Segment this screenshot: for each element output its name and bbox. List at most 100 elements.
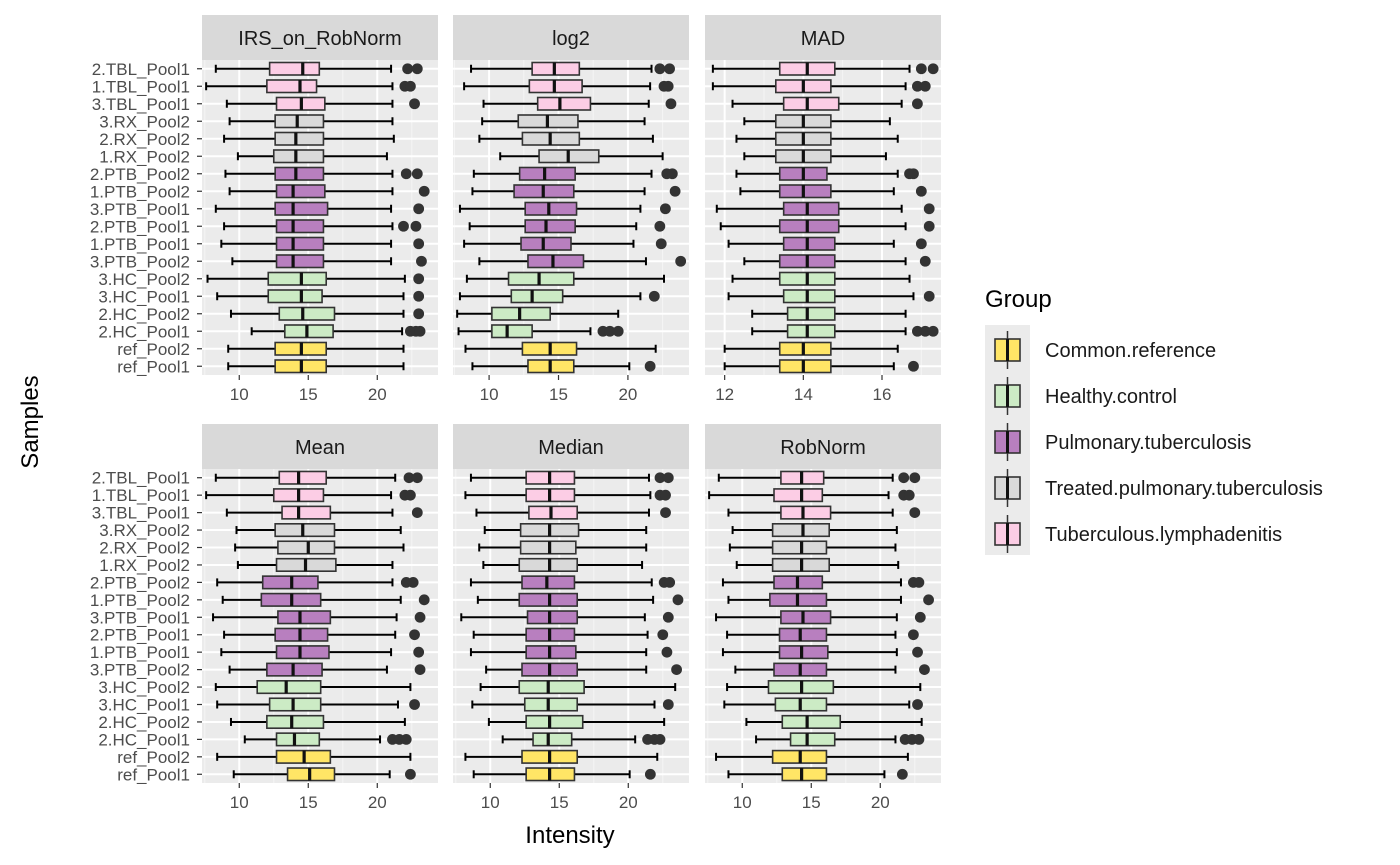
box-iqr <box>527 254 585 269</box>
outlier-point <box>411 472 423 484</box>
box-iqr <box>274 131 325 146</box>
panel-background <box>202 60 438 375</box>
outlier-point <box>915 63 927 75</box>
y-tick-label: 2.PTB_Pool1 <box>90 217 190 236</box>
box-3.TBL_Pool1 <box>225 96 420 111</box>
outlier-point <box>648 290 660 302</box>
outlier-point <box>414 325 426 337</box>
panel-strip <box>453 424 689 469</box>
y-axis-title: Samples <box>17 375 44 468</box>
panel-background <box>202 469 438 783</box>
box-2.RX_Pool2 <box>223 131 395 146</box>
panel-strip-title: MAD <box>801 28 845 50</box>
box-ref_Pool2 <box>227 341 405 356</box>
outlier-point <box>898 472 910 484</box>
outlier-point <box>923 290 935 302</box>
box-iqr <box>771 523 831 538</box>
box-1.PTB_Pool2 <box>221 592 430 607</box>
outlier-point <box>654 63 666 75</box>
panel-6: RobNorm 10 15 20 <box>705 424 941 812</box>
y-tick-label: 2.RX_Pool2 <box>99 539 190 558</box>
box-iqr <box>524 219 576 234</box>
box-1.PTB_Pool2 <box>471 184 681 199</box>
box-iqr <box>278 470 328 485</box>
box-iqr <box>275 645 330 660</box>
x-tick-label: 20 <box>368 385 387 404</box>
box-3.HC_Pool2 <box>726 680 922 695</box>
box-3.HC_Pool1 <box>727 289 935 304</box>
outlier-point <box>398 220 409 232</box>
box-iqr <box>518 166 576 181</box>
box-2.PTB_Pool1 <box>223 627 420 642</box>
box-2.TBL_Pool1 <box>469 470 674 485</box>
box-1.PTB_Pool2 <box>228 184 430 199</box>
box-ref_Pool2 <box>723 341 899 356</box>
x-axis-title: Intensity <box>525 822 614 849</box>
box-1.PTB_Pool2 <box>727 592 934 607</box>
outlier-point <box>660 507 671 519</box>
box-2.RX_Pool2 <box>234 540 405 555</box>
y-tick-label: 1.RX_Pool2 <box>99 147 190 166</box>
outlier-point <box>664 576 676 588</box>
y-tick-label: 2.HC_Pool2 <box>98 305 190 324</box>
box-3.TBL_Pool1 <box>731 96 923 111</box>
box-2.PTB_Pool1 <box>223 219 422 234</box>
box-2.PTB_Pool1 <box>726 627 919 642</box>
box-2.RX_Pool2 <box>728 540 897 555</box>
outlier-point <box>654 472 666 484</box>
x-tick-label: 15 <box>299 793 318 812</box>
box-3.RX_Pool2 <box>228 114 394 129</box>
x-tick-label: 10 <box>481 793 500 812</box>
outlier-point <box>644 360 656 372</box>
box-iqr <box>778 627 828 642</box>
box-iqr <box>278 306 336 321</box>
outlier-point <box>927 325 939 337</box>
box-iqr <box>528 505 579 520</box>
box-2.PTB_Pool2 <box>216 575 419 590</box>
outlier-point <box>912 325 923 337</box>
box-1.TBL_Pool1 <box>463 79 674 94</box>
outlier-point <box>654 733 666 745</box>
box-iqr <box>507 271 575 286</box>
box-iqr <box>266 714 325 729</box>
box-3.PTB_Pool2 <box>228 662 426 677</box>
box-2.HC_Pool1 <box>501 732 666 747</box>
box-3.HC_Pool2 <box>465 271 666 286</box>
box-iqr <box>773 488 824 503</box>
box-1.PTB_Pool1 <box>721 645 923 660</box>
box-3.TBL_Pool1 <box>475 505 671 520</box>
outlier-point <box>675 255 687 267</box>
box-3.PTB_Pool2 <box>485 662 682 677</box>
outlier-point <box>672 594 684 606</box>
box-2.HC_Pool1 <box>243 732 412 747</box>
box-ref_Pool1 <box>727 767 908 782</box>
box-iqr <box>491 324 533 339</box>
box-ref_Pool1 <box>232 767 416 782</box>
legend-label: Treated.pulmonary.tuberculosis <box>1045 478 1323 500</box>
y-tick-label: 3.PTB_Pool2 <box>90 252 190 271</box>
y-tick-label: 2.PTB_Pool2 <box>90 165 190 184</box>
outlier-point <box>919 664 930 676</box>
outlier-point <box>413 290 425 302</box>
y-tick-label: ref_Pool1 <box>117 357 190 376</box>
x-tick-label: 15 <box>802 793 821 812</box>
outlier-point <box>413 308 425 320</box>
legend-item-rx: Treated.pulmonary.tuberculosis <box>994 469 1323 507</box>
outlier-point <box>662 611 674 623</box>
box-1.RX_Pool2 <box>499 149 664 164</box>
legend-items: Common.reference Healthy.control Pulmonary… <box>985 325 1323 555</box>
outlier-point <box>411 63 423 75</box>
y-tick-label: 1.PTB_Pool2 <box>90 182 190 201</box>
y-tick-label: 3.TBL_Pool1 <box>92 504 190 523</box>
box-ref_Pool2 <box>715 749 909 764</box>
legend-label: Healthy.control <box>1045 386 1177 408</box>
outlier-point <box>912 80 923 92</box>
x-tick-label: 10 <box>230 385 249 404</box>
outlier-point <box>407 576 419 588</box>
panel-background <box>705 60 941 375</box>
y-tick-label: 1.TBL_Pool1 <box>92 77 190 96</box>
box-3.PTB_Pool1 <box>715 201 935 216</box>
panel-strip <box>202 424 438 469</box>
outlier-point <box>913 576 925 588</box>
